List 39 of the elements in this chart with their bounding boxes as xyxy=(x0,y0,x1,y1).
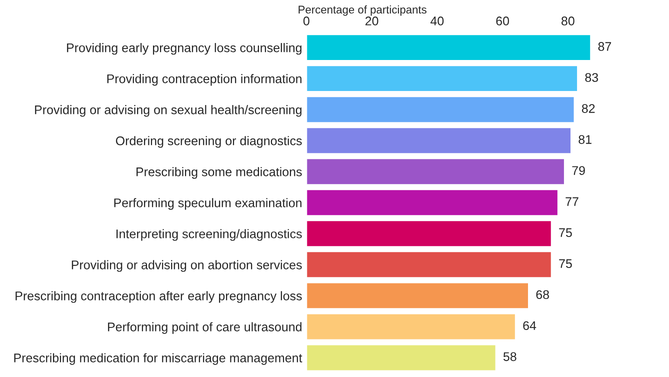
data-label: 64 xyxy=(523,321,536,330)
bar xyxy=(306,344,497,372)
bar xyxy=(306,312,516,341)
bar xyxy=(306,158,566,186)
x-tick-label: 80 xyxy=(562,16,574,26)
bar xyxy=(306,282,530,310)
bar xyxy=(306,34,592,62)
bar xyxy=(306,188,559,217)
bar xyxy=(306,250,552,279)
bar xyxy=(306,126,572,154)
y-tick-label: Interpreting screening/diagnostics xyxy=(116,229,302,241)
data-label: 77 xyxy=(566,197,578,206)
x-tick-label: 0 xyxy=(303,16,310,26)
y-tick-label: Providing contraception information xyxy=(107,74,302,86)
y-tick-label: Prescribing medication for miscarriage management xyxy=(14,353,302,365)
data-label: 68 xyxy=(536,290,549,300)
data-label: 82 xyxy=(582,104,595,113)
x-tick-label: 40 xyxy=(430,16,444,26)
y-tick-label: Ordering screening or diagnostics xyxy=(116,136,302,148)
y-tick-label: Providing or advising on abortion services xyxy=(72,260,302,272)
data-label: 79 xyxy=(572,166,585,175)
bar xyxy=(306,96,576,124)
x-tick-label: 60 xyxy=(496,16,510,26)
y-tick-label: Prescribing some medications xyxy=(136,167,302,179)
y-tick-label: Performing point of care ultrasound xyxy=(108,322,302,334)
bar xyxy=(306,220,552,248)
y-tick-label: Performing speculum examination xyxy=(114,198,302,210)
data-label: 75 xyxy=(559,259,572,268)
bar xyxy=(306,64,578,92)
x-axis-title: Percentage of participants xyxy=(298,5,426,16)
x-tick-label: 20 xyxy=(365,16,378,26)
data-label: 58 xyxy=(503,352,516,362)
data-label: 75 xyxy=(559,228,572,238)
y-tick-label: Providing early pregnancy loss counselling xyxy=(67,43,302,55)
y-tick-label: Prescribing contraception after early pregnancy loss xyxy=(16,291,302,303)
data-label: 81 xyxy=(578,135,592,144)
data-label: 87 xyxy=(598,42,612,51)
y-tick-label: Providing or advising on sexual health/screening xyxy=(35,105,302,117)
data-label: 83 xyxy=(585,73,598,82)
